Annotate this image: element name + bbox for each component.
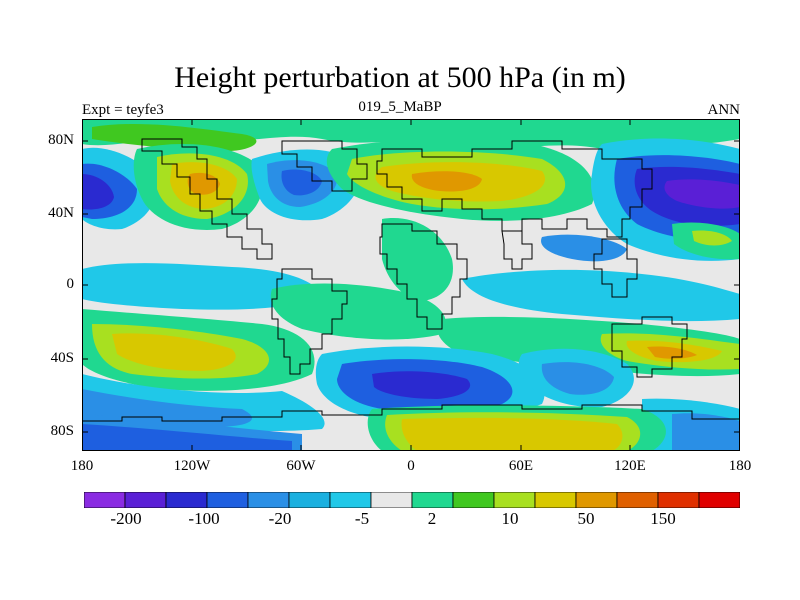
experiment-label: Expt = teyfe3: [82, 102, 164, 118]
contour-region: [82, 119, 740, 149]
x-tick-label: 180: [728, 458, 752, 474]
x-tick-label: 60W: [286, 458, 316, 474]
colorbar-swatch: [124, 492, 167, 508]
antarctica-coast: [82, 404, 740, 422]
colorbar-label: -100: [188, 509, 220, 528]
x-tick-label: 180: [70, 458, 94, 474]
contour-region: [401, 417, 623, 451]
colorbar-swatch: [452, 492, 495, 508]
eurasia-coast: [376, 140, 653, 238]
india-coast: [501, 230, 533, 270]
axis-ticks: [82, 119, 740, 451]
x-tick-label: 60E: [508, 458, 534, 474]
contour-region: [672, 413, 740, 451]
contour-region: [82, 263, 322, 310]
contour-region: [692, 230, 732, 246]
contour-region: [187, 172, 220, 195]
colorbar-swatch: [288, 492, 331, 508]
contour-fills: [82, 119, 740, 451]
colorbar-swatch: [247, 492, 290, 508]
southeast-asia-coast: [593, 238, 638, 298]
coastlines: [82, 138, 740, 422]
contour-region: [541, 234, 627, 262]
figure-title: Height perturbation at 500 hPa (in m): [174, 61, 626, 94]
colorbar-swatch: [411, 492, 454, 508]
period-label: 019_5_MaBP: [358, 99, 442, 115]
y-tick-label: 40S: [50, 350, 74, 366]
y-tick-label: 40N: [48, 205, 74, 221]
contour-region: [92, 124, 257, 152]
colorbar-swatch: [616, 492, 659, 508]
contour-region: [270, 283, 446, 340]
contour-region: [382, 218, 453, 301]
contour-region: [647, 346, 697, 359]
contour-region: [82, 424, 292, 451]
colorbar-label: -20: [268, 509, 292, 528]
contour-region: [112, 333, 236, 371]
south-america-coast: [271, 268, 348, 375]
map-panel: [82, 119, 740, 451]
colorbar-swatch: [329, 492, 372, 508]
colorbar-swatch: [698, 492, 740, 508]
contour-region: [82, 174, 114, 210]
colorbar: [84, 492, 740, 508]
x-tick-label: 0: [407, 458, 415, 474]
colorbar-label: 150: [650, 509, 676, 528]
contour-region: [462, 269, 740, 322]
colorbar-swatch: [84, 492, 126, 508]
colorbar-swatch: [493, 492, 536, 508]
colorbar-label: 10: [501, 509, 519, 528]
contour-region: [411, 171, 482, 192]
y-tick-label: 0: [66, 276, 75, 292]
colorbar-label: -200: [110, 509, 142, 528]
y-tick-label: 80S: [50, 423, 74, 439]
x-tick-label: 120W: [173, 458, 211, 474]
colorbar-swatch: [206, 492, 249, 508]
season-label: ANN: [707, 102, 741, 118]
contour-region: [541, 362, 614, 395]
contour-region: [372, 371, 471, 399]
contour-region: [664, 179, 740, 209]
colorbar-label: 50: [577, 509, 595, 528]
colorbar-label: -5: [354, 509, 370, 528]
australia-coast: [611, 316, 688, 378]
contour-map: [82, 119, 740, 451]
colorbar-swatch: [370, 492, 413, 508]
north-america-coast: [141, 138, 273, 260]
africa-coast: [379, 223, 468, 330]
y-tick-label: 80N: [48, 132, 74, 148]
colorbar-swatch: [165, 492, 208, 508]
colorbar-swatch: [575, 492, 618, 508]
greenland-coast: [281, 140, 368, 192]
colorbar-label: 2: [427, 509, 437, 528]
colorbar-swatch: [657, 492, 700, 508]
colorbar-swatch: [534, 492, 577, 508]
x-tick-label: 120E: [614, 458, 646, 474]
